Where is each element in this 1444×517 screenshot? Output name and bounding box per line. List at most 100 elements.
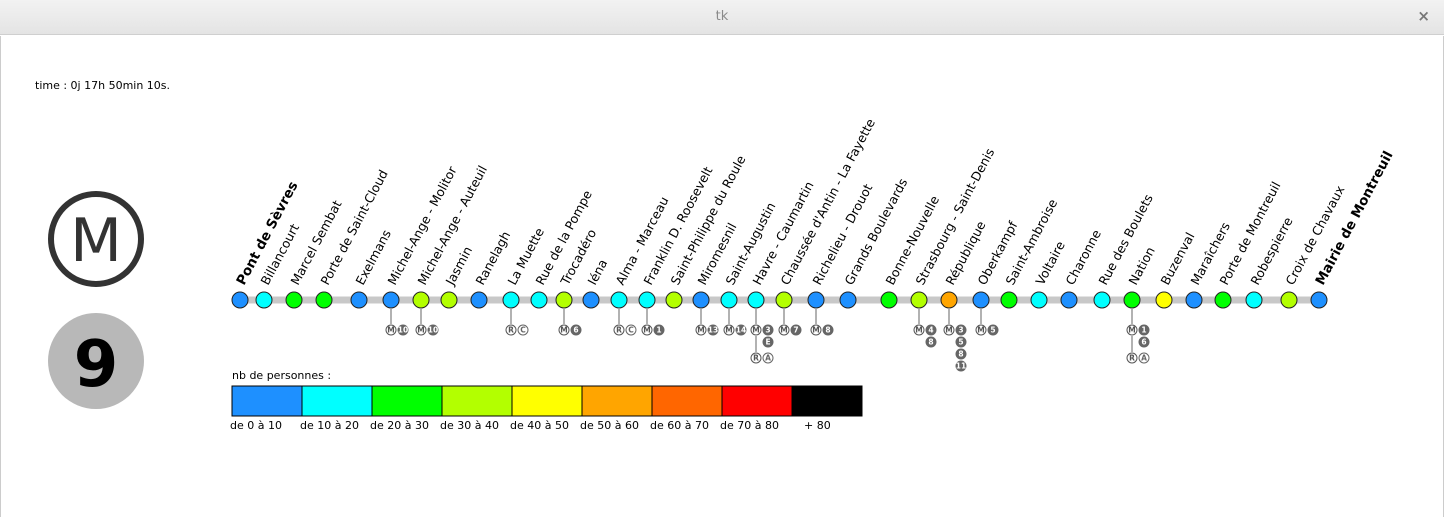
close-icon[interactable]: × [1417, 7, 1430, 25]
station-marker[interactable] [1245, 291, 1263, 309]
connection-line-badge [517, 324, 529, 336]
connection-mode-label: M [643, 326, 650, 335]
station-marker[interactable] [502, 291, 520, 309]
connection-line-label: 10 [398, 326, 408, 335]
station-marker[interactable] [1060, 291, 1078, 309]
station-marker[interactable] [530, 291, 548, 309]
station-marker[interactable] [610, 291, 628, 309]
connection-mode-icon [415, 324, 427, 336]
connection-line-label: 3 [958, 326, 963, 335]
station-marker[interactable] [315, 291, 333, 309]
station-marker[interactable] [692, 291, 710, 309]
station-marker[interactable] [582, 291, 600, 309]
window-titlebar: tk × [0, 0, 1444, 35]
connection-line-badge [925, 336, 937, 348]
legend-swatch [721, 385, 793, 417]
connection-mode-icon [505, 324, 517, 336]
connection-mode-label: M [945, 326, 952, 335]
station-marker[interactable] [285, 291, 303, 309]
connection-mode-icon [1126, 324, 1138, 336]
station-marker[interactable] [665, 291, 683, 309]
station-marker[interactable] [807, 291, 825, 309]
legend-bin: de 60 à 70 [650, 385, 723, 432]
station-marker[interactable] [1214, 291, 1232, 309]
connection-line-badge [955, 348, 967, 360]
line-badge-circle [48, 313, 144, 409]
connection-mode-icon [778, 324, 790, 336]
connection-mode-icon [641, 324, 653, 336]
station-marker[interactable] [1310, 291, 1328, 309]
connection-line-label: 5 [958, 338, 963, 347]
station-marker[interactable] [1030, 291, 1048, 309]
station-name: Rue des Boulets [1095, 192, 1155, 288]
legend-swatch [301, 385, 373, 417]
connection-mode-label: M [417, 326, 424, 335]
station-marker[interactable] [880, 291, 898, 309]
connection-line-label: 1 [656, 326, 661, 335]
station-marker[interactable] [775, 291, 793, 309]
connection-line-label: 1 [1141, 326, 1146, 335]
station-marker[interactable] [382, 291, 400, 309]
station-marker[interactable] [839, 291, 857, 309]
connection-line-badge [625, 324, 637, 336]
connection-mode-icon [750, 352, 762, 364]
legend-bin: de 20 à 30 [370, 385, 443, 432]
connection-mode-label: R [508, 326, 514, 335]
connection-line-badge [955, 324, 967, 336]
station-marker[interactable] [972, 291, 990, 309]
station-marker[interactable] [255, 291, 273, 309]
connection-line-badge [762, 352, 774, 364]
connection-mode-label: R [616, 326, 622, 335]
connection-line-label: C [628, 326, 634, 335]
station-marker[interactable] [231, 291, 249, 309]
station-marker[interactable] [350, 291, 368, 309]
connection-line-label: 6 [1141, 338, 1146, 347]
connection-mode-icon [723, 324, 735, 336]
connection-line-label: 8 [958, 350, 963, 359]
legend-label: de 0 à 10 [230, 419, 282, 432]
connection-mode-icon [913, 324, 925, 336]
legend-label: de 40 à 50 [510, 419, 569, 432]
connection-line-badge [735, 324, 747, 336]
legend-bins: de 0 à 10 de 10 à 20 de 20 à 30 de 30 à 40 d… [230, 385, 863, 432]
station-name: Iéna [584, 257, 610, 288]
elapsed-time: time : 0j 17h 50min 10s. [35, 79, 171, 92]
connection-mode-icon [695, 324, 707, 336]
connection-line-label: E [765, 338, 770, 347]
legend: nb de personnes : de 0 à 10 de 10 à 20 de … [230, 369, 863, 432]
legend-title: nb de personnes : [232, 369, 331, 382]
station-marker[interactable] [940, 291, 958, 309]
connection-line-badge [1138, 336, 1150, 348]
station-marker[interactable] [910, 291, 928, 309]
connection-line-label: 3 [765, 326, 770, 335]
legend-label: de 20 à 30 [370, 419, 429, 432]
station-marker[interactable] [720, 291, 738, 309]
station-marker[interactable] [1123, 291, 1141, 309]
legend-swatch [231, 385, 303, 417]
connection-mode-label: M [977, 326, 984, 335]
station-marker[interactable] [1093, 291, 1111, 309]
station-marker[interactable] [470, 291, 488, 309]
connection-mode-icon [975, 324, 987, 336]
legend-label: de 60 à 70 [650, 419, 709, 432]
connection-line-label: 8 [825, 326, 830, 335]
connection-mode-label: M [725, 326, 732, 335]
station-marker[interactable] [1280, 291, 1298, 309]
station-marker[interactable] [555, 291, 573, 309]
station-marker[interactable] [412, 291, 430, 309]
station-marker[interactable] [1155, 291, 1173, 309]
connection-line-badge [987, 324, 999, 336]
connection-mode-label: M [387, 326, 394, 335]
station-marker[interactable] [1185, 291, 1203, 309]
station-marker[interactable] [1000, 291, 1018, 309]
legend-swatch [651, 385, 723, 417]
station-marker[interactable] [440, 291, 458, 309]
connection-line-label: A [1141, 354, 1147, 363]
connection-line-label: 5 [990, 326, 995, 335]
station-marker[interactable] [638, 291, 656, 309]
legend-label: de 10 à 20 [300, 419, 359, 432]
station-marker[interactable] [747, 291, 765, 309]
